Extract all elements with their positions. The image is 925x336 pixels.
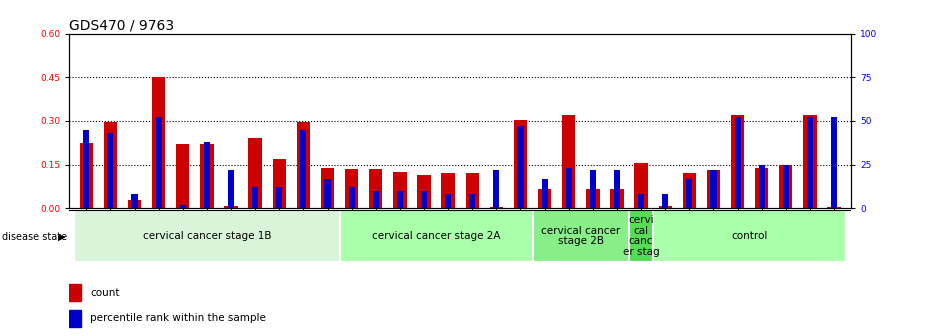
Bar [783,165,789,208]
Text: cervical cancer stage 1B: cervical cancer stage 1B [142,231,271,241]
Bar [204,142,210,208]
Bar [635,163,648,208]
Bar [469,194,475,208]
Bar [69,310,81,327]
Bar [514,120,527,208]
Bar [629,210,653,262]
Bar [493,170,500,208]
Bar [69,284,81,301]
Bar [533,210,629,262]
Bar [345,169,358,208]
Bar [179,205,186,208]
Bar [80,143,93,208]
Bar [686,179,693,208]
Bar [176,144,190,208]
Bar [566,168,572,208]
Bar [662,194,668,208]
Bar [562,115,575,208]
Bar [397,191,403,208]
Bar [417,175,431,208]
Text: count: count [91,288,119,298]
Bar [277,187,282,208]
Text: ▶: ▶ [58,232,66,242]
Bar [610,190,623,208]
Bar [131,194,138,208]
Bar [445,194,451,208]
Bar [249,138,262,208]
Bar [373,191,378,208]
Bar [441,173,455,208]
Bar [807,118,813,208]
Bar [107,133,114,208]
Text: cervi
cal
canc
er stag: cervi cal canc er stag [623,215,660,257]
Text: cervical cancer
stage 2B: cervical cancer stage 2B [541,226,621,246]
Bar [393,172,406,208]
Bar [74,210,339,262]
Bar [683,173,696,208]
Bar [542,179,548,208]
Bar [465,173,479,208]
Text: disease state: disease state [2,232,67,242]
Bar [301,130,306,208]
Bar [590,170,596,208]
Text: control: control [732,231,768,241]
Bar [803,115,817,208]
Bar [653,210,846,262]
Bar [253,187,258,208]
Bar [104,122,117,208]
Bar [517,126,524,208]
Bar [710,170,717,208]
Bar [779,165,793,208]
Bar [369,169,382,208]
Bar [325,179,330,208]
Bar [707,170,721,208]
Bar [758,165,765,208]
Bar [228,170,234,208]
Text: percentile rank within the sample: percentile rank within the sample [91,313,266,323]
Bar [734,118,741,208]
Bar [659,206,672,208]
Bar [297,122,310,208]
Bar [755,168,769,208]
Bar [538,190,551,208]
Bar [638,194,644,208]
Bar [321,168,334,208]
Bar [225,206,238,208]
Bar [152,77,166,208]
Bar [128,200,142,208]
Bar [349,187,354,208]
Bar [586,190,599,208]
Bar [489,207,503,208]
Bar [421,191,427,208]
Bar [83,130,90,208]
Bar [155,118,162,208]
Bar [200,144,214,208]
Text: cervical cancer stage 2A: cervical cancer stage 2A [372,231,500,241]
Bar [614,170,620,208]
Bar [831,118,837,208]
Bar [731,115,745,208]
Text: GDS470 / 9763: GDS470 / 9763 [69,18,175,33]
Bar [828,207,841,208]
Bar [273,159,286,208]
Bar [339,210,533,262]
